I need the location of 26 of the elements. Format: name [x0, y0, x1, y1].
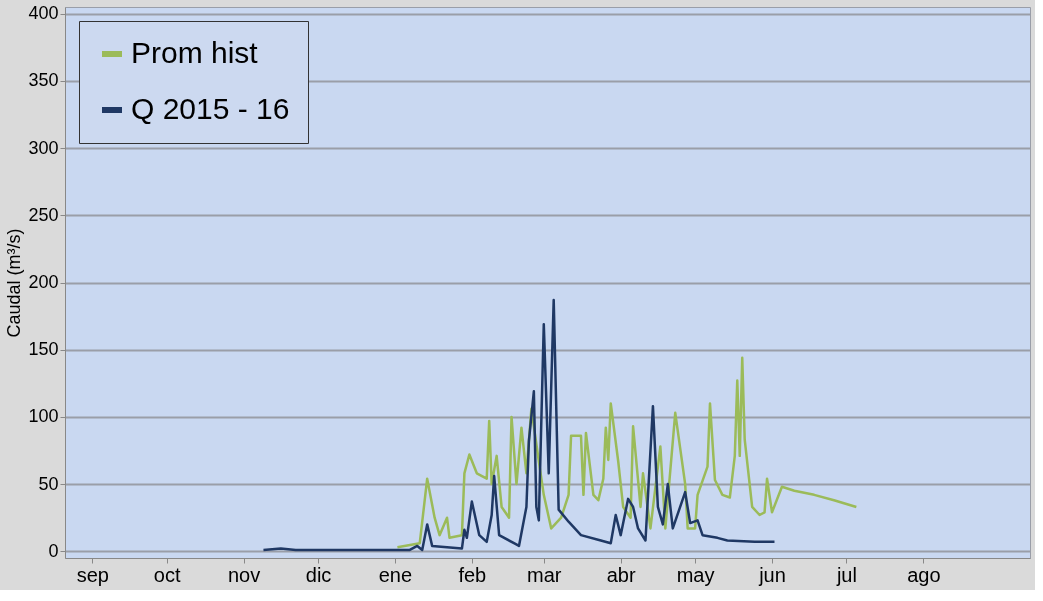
- y-axis-title: Caudal (m³/s): [4, 228, 25, 338]
- y-tick-label: 100: [28, 406, 59, 427]
- x-tick-label: ene: [378, 563, 413, 586]
- y-tick-label: 350: [28, 70, 59, 91]
- x-tick-label: may: [676, 563, 715, 586]
- y-tick-label: 50: [38, 473, 59, 494]
- x-tick-label: mar: [527, 563, 562, 586]
- x-tick-label: jul: [835, 563, 857, 586]
- y-tick-label: 0: [48, 540, 59, 561]
- x-tick-label: dic: [305, 563, 332, 586]
- x-tick-label: oct: [153, 563, 181, 586]
- y-tick-label: 300: [28, 137, 59, 158]
- line-series: [396, 356, 858, 549]
- x-tick-label: abr: [606, 563, 636, 586]
- y-tick-label: 150: [28, 339, 59, 360]
- y-tick-label: 250: [28, 204, 59, 225]
- x-tick-label: feb: [458, 563, 487, 586]
- x-tick-label: jun: [758, 563, 786, 586]
- y-tick-label: 200: [28, 272, 59, 292]
- legend-label: Q 2015 - 16: [131, 92, 290, 125]
- legend-label: Prom hist: [131, 36, 259, 69]
- y-tick-label: 400: [28, 3, 59, 24]
- x-tick-label: sep: [76, 563, 109, 586]
- x-tick-label: ago: [907, 563, 941, 586]
- line-series: [262, 298, 776, 552]
- x-tick-label: nov: [227, 563, 261, 586]
